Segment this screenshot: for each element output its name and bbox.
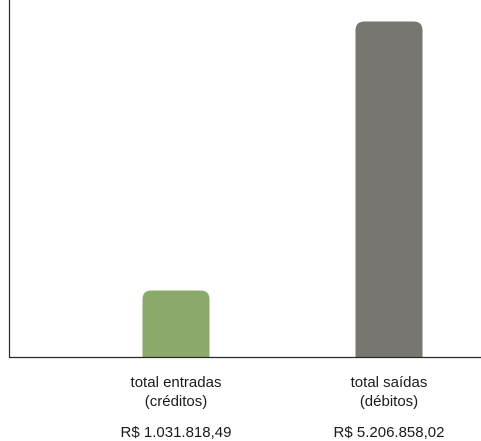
bar-0 — [142, 290, 210, 357]
category-label-line1-1: total saídas — [351, 374, 428, 391]
value-label-1: R$ 5.206.858,02 — [334, 424, 445, 441]
category-label-line1-0: total entradas — [131, 374, 222, 391]
category-label-line2-0: (créditos) — [145, 393, 208, 410]
bar-1 — [355, 21, 423, 358]
category-label-line2-1: (débitos) — [360, 393, 418, 410]
bars-group — [142, 21, 423, 358]
value-label-0: R$ 1.031.818,49 — [121, 424, 232, 441]
